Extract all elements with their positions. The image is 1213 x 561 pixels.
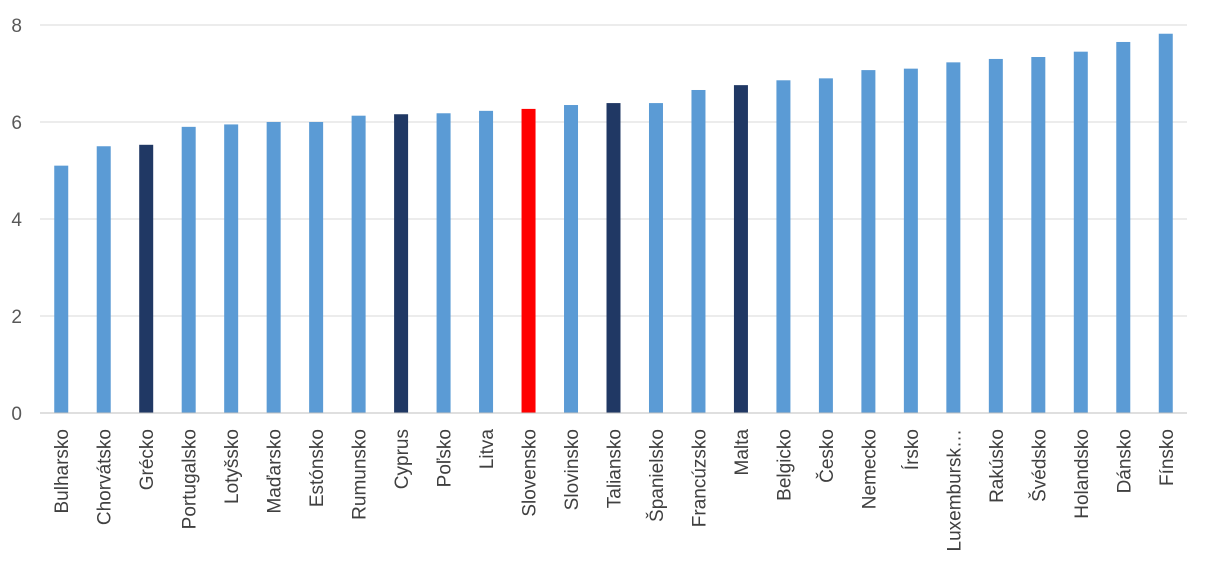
x-tick-label: Chorvátsko bbox=[95, 429, 116, 525]
bar-taliansko bbox=[606, 103, 621, 414]
x-tick-label: Lotyšsko bbox=[222, 429, 243, 504]
x-tick-label: Slovinsko bbox=[562, 429, 583, 510]
x-tick-label: Švédsko bbox=[1028, 429, 1050, 502]
x-tick-label: Bulharsko bbox=[52, 429, 73, 514]
bar-lotyšsko bbox=[224, 124, 239, 414]
x-tick-label: Dánsko bbox=[1114, 429, 1135, 493]
bar-portugalsko bbox=[181, 126, 196, 413]
bar-nemecko bbox=[861, 70, 876, 413]
x-tick-label: Taliansko bbox=[605, 429, 626, 508]
bar-česko bbox=[818, 78, 833, 413]
x-tick-label: Maďarsko bbox=[265, 429, 286, 514]
bars bbox=[54, 33, 1173, 414]
bar-estónsko bbox=[309, 122, 324, 413]
bar-dánsko bbox=[1116, 41, 1131, 413]
bar-poľsko bbox=[436, 113, 451, 414]
bar-holandsko bbox=[1073, 51, 1088, 414]
x-tick-label: Grécko bbox=[137, 429, 158, 490]
x-tick-label: Luxembursk… bbox=[944, 429, 965, 552]
x-tick-label: Španielsko bbox=[646, 429, 668, 522]
x-tick-label: Litva bbox=[477, 429, 498, 470]
y-tick-label: 6 bbox=[11, 113, 22, 134]
x-axis-labels: Bulharsko Chorvátsko Grécko Portugalsko Loty… bbox=[52, 429, 1178, 552]
x-tick-label: Portugalsko bbox=[180, 429, 201, 529]
bar-grécko bbox=[139, 144, 154, 414]
bar-litva bbox=[479, 110, 494, 413]
bar-španielsko bbox=[648, 103, 663, 414]
y-tick-label: 8 bbox=[11, 16, 22, 37]
y-axis-ticks: 0 2 4 6 8 bbox=[11, 16, 22, 425]
bar-luxembursko bbox=[946, 62, 961, 413]
bar-francúzsko bbox=[691, 89, 706, 414]
x-tick-label: Estónsko bbox=[307, 429, 328, 507]
bar-slovensko bbox=[521, 108, 536, 413]
bar-írsko bbox=[903, 68, 918, 414]
bar-švédsko bbox=[1031, 57, 1046, 413]
x-tick-label: Malta bbox=[732, 429, 753, 476]
bar-malta bbox=[733, 85, 748, 413]
x-tick-label: Fínsko bbox=[1157, 429, 1178, 486]
x-tick-label: Belgicko bbox=[774, 429, 795, 501]
x-tick-label: Nemecko bbox=[859, 429, 880, 509]
x-tick-label: Holandsko bbox=[1072, 429, 1093, 519]
x-tick-label: Slovensko bbox=[520, 429, 541, 517]
bar-fínsko bbox=[1158, 33, 1173, 413]
y-tick-label: 0 bbox=[11, 404, 22, 425]
x-tick-label: Rakúsko bbox=[987, 429, 1008, 503]
x-tick-label: Rumunsko bbox=[350, 429, 371, 520]
x-tick-label: Cyprus bbox=[392, 429, 413, 489]
bar-rakúsko bbox=[988, 58, 1003, 413]
x-tick-label: Poľsko bbox=[435, 429, 456, 487]
bar-slovinsko bbox=[564, 105, 579, 414]
bar-belgicko bbox=[776, 80, 791, 413]
y-tick-label: 2 bbox=[11, 307, 22, 328]
x-tick-label: Francúzsko bbox=[689, 429, 710, 527]
bar-bulharsko bbox=[54, 165, 69, 413]
bar-cyprus bbox=[394, 114, 409, 414]
x-tick-label: Česko bbox=[816, 429, 838, 483]
bar-chorvátsko bbox=[96, 146, 111, 413]
y-tick-label: 4 bbox=[11, 210, 22, 231]
bar-maďarsko bbox=[266, 122, 281, 413]
bar-rumunsko bbox=[351, 115, 366, 413]
x-tick-label: Írsko bbox=[902, 429, 923, 470]
